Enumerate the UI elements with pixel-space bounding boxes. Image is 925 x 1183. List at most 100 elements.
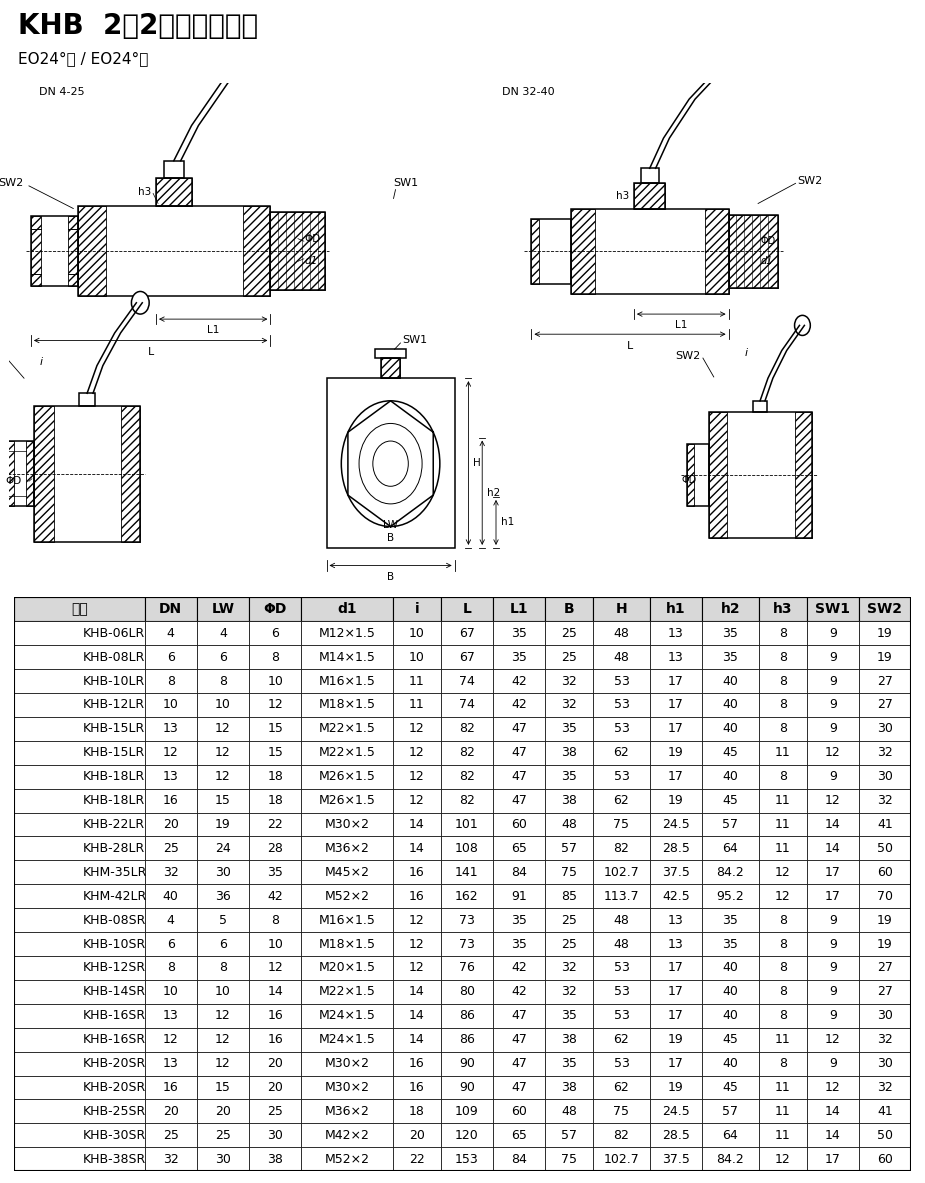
Text: 45: 45 [722, 746, 738, 759]
Text: 12: 12 [267, 962, 283, 975]
Bar [649, 670, 702, 693]
Bar [249, 980, 302, 1004]
Bar [144, 693, 197, 717]
Text: 12: 12 [216, 1009, 231, 1022]
Bar [702, 932, 758, 956]
Bar [758, 836, 807, 860]
Bar [649, 860, 702, 885]
Bar [795, 412, 812, 538]
Text: M24×1.5: M24×1.5 [318, 1009, 376, 1022]
Bar [858, 956, 911, 980]
Bar [858, 764, 911, 789]
Bar [14, 645, 144, 670]
Text: 14: 14 [409, 1033, 425, 1046]
Bar [634, 183, 665, 208]
Bar [26, 441, 34, 506]
Bar [807, 1124, 858, 1148]
Text: 13: 13 [668, 627, 684, 640]
Text: 18: 18 [267, 794, 283, 807]
Text: KHB-12SR: KHB-12SR [83, 962, 146, 975]
Bar [440, 932, 493, 956]
Bar [702, 621, 758, 645]
Text: 47: 47 [512, 1081, 527, 1094]
Text: 30: 30 [877, 1009, 893, 1022]
Bar [144, 1052, 197, 1075]
Text: 27: 27 [877, 962, 893, 975]
Text: 74: 74 [459, 698, 475, 711]
Text: M22×1.5: M22×1.5 [318, 746, 376, 759]
Bar [393, 1124, 440, 1148]
Text: 8: 8 [779, 651, 786, 664]
Bar [393, 741, 440, 764]
Bar [393, 717, 440, 741]
Bar [440, 909, 493, 932]
Bar [302, 717, 393, 741]
Bar [758, 909, 807, 932]
Bar [807, 1148, 858, 1171]
Bar [858, 1099, 911, 1124]
Text: 109: 109 [455, 1105, 479, 1118]
Bar [758, 1075, 807, 1099]
Text: DN: DN [159, 602, 182, 616]
Bar [807, 956, 858, 980]
Text: 12: 12 [409, 723, 425, 736]
Text: 22: 22 [267, 817, 283, 830]
Bar [493, 717, 545, 741]
Text: 47: 47 [512, 1009, 527, 1022]
Bar [807, 621, 858, 645]
Text: 41: 41 [877, 817, 893, 830]
Text: 82: 82 [613, 1129, 629, 1142]
Text: 8: 8 [779, 770, 786, 783]
Text: 20: 20 [163, 817, 179, 830]
Text: 16: 16 [267, 1033, 283, 1046]
Text: 8: 8 [219, 674, 227, 687]
Text: 35: 35 [722, 651, 738, 664]
Text: h3: h3 [773, 602, 793, 616]
Bar [493, 1028, 545, 1052]
Bar [858, 670, 911, 693]
Text: 30: 30 [877, 1058, 893, 1071]
Bar [545, 789, 593, 813]
Bar [593, 741, 649, 764]
Text: DN 32-40: DN 32-40 [502, 86, 555, 97]
Text: 32: 32 [163, 1152, 179, 1165]
Text: 48: 48 [561, 1105, 577, 1118]
Bar [649, 980, 702, 1004]
Text: d1: d1 [338, 602, 357, 616]
Bar [302, 789, 393, 813]
Bar [14, 670, 144, 693]
Text: 12: 12 [216, 770, 231, 783]
Bar [393, 956, 440, 980]
Text: M12×1.5: M12×1.5 [318, 627, 376, 640]
Bar [858, 693, 911, 717]
Text: 82: 82 [613, 842, 629, 855]
Bar [144, 860, 197, 885]
Text: 86: 86 [459, 1009, 475, 1022]
Bar [649, 885, 702, 909]
Text: LW: LW [383, 521, 398, 530]
Bar [649, 909, 702, 932]
Bar [302, 813, 393, 836]
Bar [593, 860, 649, 885]
Text: 38: 38 [561, 1081, 577, 1094]
Text: ΦD: ΦD [6, 477, 22, 486]
Bar [758, 764, 807, 789]
Bar [493, 909, 545, 932]
Text: 42: 42 [512, 985, 527, 998]
Bar [249, 1004, 302, 1028]
Bar [649, 1124, 702, 1148]
Bar [593, 813, 649, 836]
Bar [440, 621, 493, 645]
Text: 12: 12 [409, 962, 425, 975]
Bar [393, 764, 440, 789]
Text: 24: 24 [216, 842, 231, 855]
Bar [649, 621, 702, 645]
Text: KHB-14SR: KHB-14SR [83, 985, 146, 998]
Text: M52×2: M52×2 [325, 890, 370, 903]
Text: 62: 62 [613, 794, 629, 807]
Text: 38: 38 [267, 1152, 283, 1165]
Text: 18: 18 [267, 770, 283, 783]
Text: h1: h1 [666, 602, 685, 616]
Text: 9: 9 [829, 770, 836, 783]
Text: 30: 30 [877, 723, 893, 736]
